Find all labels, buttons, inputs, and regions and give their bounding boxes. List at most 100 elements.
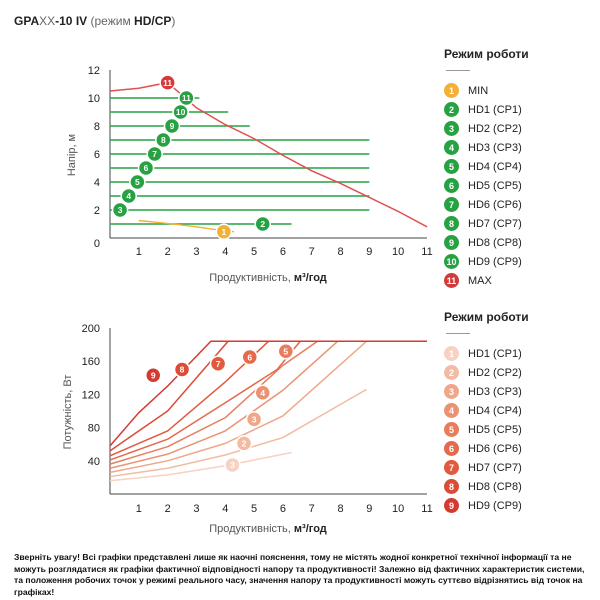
- svg-text:2: 2: [242, 439, 247, 449]
- legend-label: HD3 (CP3): [468, 385, 522, 398]
- legend-item: 2 HD2 (CP2): [444, 363, 529, 382]
- legend-badge: 1: [444, 83, 459, 98]
- power-marker-hd3: 3: [245, 411, 263, 428]
- legend-head-modes: Режим роботи 1 MIN 2 HD1 (CP1) 3 HD2 (CP2) 4 HD…: [444, 47, 529, 290]
- legend-label: HD9 (CP9): [468, 499, 522, 512]
- marker-hd2: 3: [111, 201, 129, 219]
- x-tick-label: 7: [309, 246, 315, 258]
- y-tick-label: 0: [94, 238, 100, 250]
- marker-hd5: 6: [137, 159, 155, 177]
- power-marker-hd5: 5: [277, 342, 295, 360]
- svg-text:5: 5: [283, 346, 288, 356]
- y-tick-label: 80: [88, 423, 100, 435]
- marker-hd9: 10: [172, 103, 189, 121]
- legend-title: Режим роботи: [444, 47, 529, 61]
- x-tick-label: 10: [392, 246, 404, 258]
- legend-label: HD2 (CP2): [468, 122, 522, 135]
- svg-text:7: 7: [152, 149, 157, 159]
- legend-item: 7 HD6 (CP6): [444, 195, 529, 214]
- power-curve-hd5: [109, 340, 318, 465]
- legend-badge: 4: [444, 140, 459, 155]
- legend-item: 9 HD8 (CP8): [444, 233, 529, 252]
- x-tick-label: 2: [165, 246, 171, 258]
- legend-badge: 6: [444, 441, 459, 456]
- head-chart: 1 2 3 4 5 6 7 8 9 10 11024681012234567891011111Про…: [66, 65, 433, 284]
- legend-label: HD8 (CP8): [468, 236, 522, 249]
- legend-item: 3 HD2 (CP2): [444, 119, 529, 138]
- legend-label: HD5 (CP5): [468, 423, 522, 436]
- legend-badge: 3: [444, 121, 459, 136]
- power-curve-hd8: [109, 340, 229, 452]
- svg-text:6: 6: [247, 352, 252, 362]
- chart-title: GPAXX-10 IV (режим HD/CP): [14, 14, 176, 28]
- y-tick-label: 12: [88, 65, 100, 77]
- power-marker-hd1: 3: [224, 456, 241, 474]
- x-tick-label: 8: [337, 503, 343, 515]
- y-tick-label: 120: [82, 389, 100, 401]
- legend-badge: 1: [444, 346, 459, 361]
- legend-item: 9 HD9 (CP9): [444, 496, 529, 515]
- power-marker-hd9: 9: [144, 367, 162, 384]
- legend-badge: 2: [444, 365, 459, 380]
- x-tick-label: 5: [251, 503, 257, 515]
- svg-text:2: 2: [260, 219, 265, 229]
- legend-item: 11 MAX: [444, 271, 529, 290]
- y-tick-label: 40: [88, 456, 100, 468]
- legend-badge: 9: [444, 498, 459, 513]
- legend-badge: 2: [444, 102, 459, 117]
- svg-text:3: 3: [252, 415, 257, 425]
- legend-badge: 5: [444, 422, 459, 437]
- marker-hd1: 2: [254, 215, 271, 233]
- x-tick-label: 10: [392, 503, 404, 515]
- legend-badge: 7: [444, 197, 459, 212]
- x-tick-label: 7: [309, 503, 315, 515]
- legend-badge: 8: [444, 216, 459, 231]
- marker-hd10: 11: [178, 89, 195, 107]
- x-tick-label: 9: [366, 503, 372, 515]
- legend-item: 4 HD3 (CP3): [444, 138, 529, 157]
- legend-item: 6 HD5 (CP5): [444, 176, 529, 195]
- marker-hd8: 9: [163, 117, 181, 135]
- legend-item: 6 HD6 (CP6): [444, 439, 529, 458]
- y-tick-label: 6: [94, 149, 100, 161]
- legend-title: Режим роботи: [444, 310, 529, 324]
- legend-label: HD4 (CP4): [468, 404, 522, 417]
- x-axis-label: Продуктивність, м³/год: [209, 523, 327, 535]
- svg-text:4: 4: [126, 191, 131, 201]
- legend-badge: 5: [444, 159, 459, 174]
- x-tick-label: 5: [251, 246, 257, 258]
- legend-label: MAX: [468, 274, 492, 287]
- y-tick-label: 4: [94, 177, 100, 189]
- marker-hd4: 5: [129, 173, 146, 191]
- legend-badge: 11: [444, 273, 459, 288]
- legend-item: 2 HD1 (CP1): [444, 100, 529, 119]
- disclaimer-note: Зверніть увагу! Всі графіки представлені…: [14, 552, 585, 597]
- power-curve-hd6: [109, 340, 301, 461]
- legend-badge: 3: [444, 384, 459, 399]
- power-curve-hd4: [109, 340, 339, 469]
- svg-text:1: 1: [221, 227, 226, 237]
- legend-label: HD9 (CP9): [468, 255, 522, 268]
- svg-text:5: 5: [135, 177, 140, 187]
- legend-badge: 6: [444, 178, 459, 193]
- y-tick-label: 2: [94, 205, 100, 217]
- legend-item: 8 HD8 (CP8): [444, 477, 529, 496]
- x-axis-label: Продуктивність, м³/год: [209, 272, 327, 284]
- svg-text:9: 9: [151, 371, 156, 381]
- power-chart: 1 2 3 4 5 6 7 8 9 10 11 40 80 120 160 200 3 2 3 4 5 6 7 8 9 Проду…: [62, 323, 433, 535]
- marker-1: 1: [215, 223, 233, 240]
- svg-text:6: 6: [144, 163, 149, 173]
- x-tick-label: 4: [222, 246, 228, 258]
- svg-text:11: 11: [182, 93, 191, 103]
- legend-item: 3 HD3 (CP3): [444, 382, 529, 401]
- legend-item: 7 HD7 (CP7): [444, 458, 529, 477]
- y-tick-label: 160: [82, 356, 100, 368]
- legend-power-modes: Режим роботи 1 HD1 (CP1) 2 HD2 (CP2) 3 HD3 (C…: [444, 310, 529, 515]
- marker-11: 11: [159, 74, 176, 91]
- legend-label: HD4 (CP4): [468, 160, 522, 173]
- marker-hd6: 7: [146, 145, 163, 163]
- legend-label: HD6 (CP6): [468, 198, 522, 211]
- y-tick-label: 8: [94, 121, 100, 133]
- power-curve-hd3: [109, 340, 367, 474]
- legend-label: HD2 (CP2): [468, 366, 522, 379]
